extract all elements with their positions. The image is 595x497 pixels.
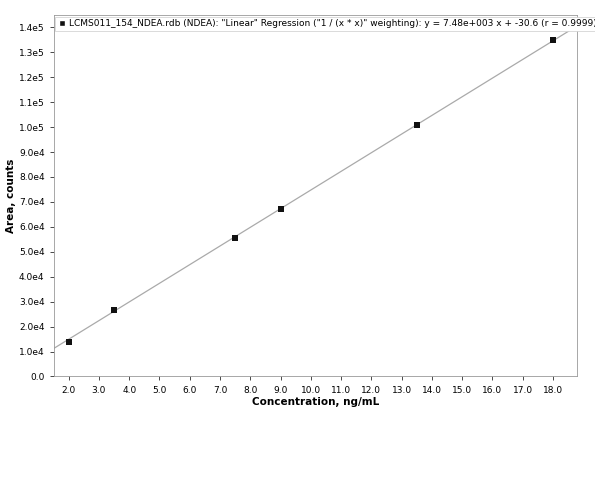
Point (548, 36, 558, 44)
Point (64, 337, 73, 345)
Point (230, 234, 240, 242)
Y-axis label: Area, counts: Area, counts (6, 159, 16, 233)
Point (276, 205, 286, 213)
Text: Figure 4/Table 3: Linearity data for NDEA provide further
evidence of the excell: Figure 4/Table 3: Linearity data for NDE… (36, 416, 594, 452)
X-axis label: Concentration, ng/mL: Concentration, ng/mL (252, 397, 379, 407)
Point (412, 121, 421, 129)
Legend: LCMS011_154_NDEA.rdb (NDEA): "Linear" Regression ("1 / (x * x)" weighting): y = : LCMS011_154_NDEA.rdb (NDEA): "Linear" Re… (55, 17, 595, 31)
Point (109, 307, 119, 315)
